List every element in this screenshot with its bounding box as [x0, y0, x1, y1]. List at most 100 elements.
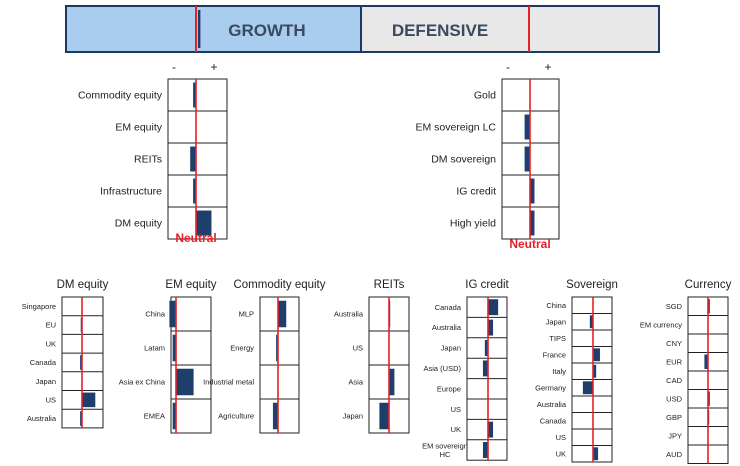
bar-germany	[582, 381, 593, 395]
category-label-canada: Canada	[540, 416, 567, 425]
growth-label: GROWTH	[228, 21, 305, 40]
category-label-us: US	[451, 405, 461, 414]
category-label-australia: Australia	[432, 323, 462, 332]
category-label-latam: Latam	[144, 344, 165, 353]
category-label-uk: UK	[451, 425, 461, 434]
category-label-australia: Australia	[27, 414, 57, 423]
category-label-canada: Canada	[30, 358, 57, 367]
panel-commodity-equity: Commodity equity MLP Energy Industrial meta…	[203, 279, 326, 434]
bar-mlp	[278, 300, 287, 328]
category-label-reits: REITs	[134, 154, 162, 166]
bar-japan	[379, 402, 389, 430]
bar-dm-equity	[196, 210, 212, 236]
scale-minus: -	[506, 60, 510, 74]
panel-em-equity: EM equity China Latam Asia ex China EMEA	[119, 279, 217, 434]
category-label-industrial-metal: Industrial metal	[203, 378, 254, 387]
bar-high-yield	[530, 210, 535, 236]
bar-energy	[276, 334, 278, 362]
bar-agriculture	[272, 402, 278, 430]
panel-frame	[167, 78, 228, 240]
category-label-us: US	[46, 395, 56, 404]
bar-uk	[593, 447, 599, 461]
category-label-us: US	[353, 344, 363, 353]
bar-eur	[704, 354, 708, 369]
category-label-high-yield: High yield	[450, 218, 496, 230]
category-label-singapore: Singapore	[22, 302, 56, 311]
bar-asia-ex-china	[176, 368, 194, 396]
category-label-japan: Japan	[36, 377, 56, 386]
panel-title: DM equity	[57, 279, 109, 291]
bar-china	[169, 300, 176, 328]
neutral-label: Neutral	[509, 237, 550, 251]
category-label-jpy: JPY	[668, 431, 682, 440]
panel-defensive: Gold EM sovereign LC DM sovereign IG credit…	[415, 60, 560, 251]
category-label-japan: Japan	[546, 317, 566, 326]
category-label-energy: Energy	[230, 344, 254, 353]
growth-defensive-banner: GROWTH DEFENSIVE	[65, 5, 660, 53]
neutral-label: Neutral	[175, 231, 216, 245]
bar-em-sovereign-lc	[524, 114, 530, 140]
bar-france	[593, 348, 600, 362]
panel-title: Currency	[685, 279, 732, 291]
category-label-aud: AUD	[666, 450, 682, 459]
category-label-emea: EMEA	[144, 412, 165, 421]
category-label-asia: Asia	[348, 378, 363, 387]
category-label-germany: Germany	[535, 383, 566, 392]
category-label-sgd: SGD	[666, 302, 683, 311]
category-label-dm-sovereign: DM sovereign	[431, 154, 496, 166]
category-label-australia: Australia	[537, 400, 567, 409]
bar-italy	[593, 364, 597, 378]
panel-title: Commodity equity	[233, 279, 325, 291]
tilt-panels: Commodity equity EM equity REITs Infrastruc…	[22, 60, 732, 464]
panel-sovereign: Sovereign China Japan TIPS France Italy German…	[535, 279, 618, 463]
defensive-label: DEFENSIVE	[392, 21, 488, 40]
category-label-mlp: MLP	[239, 310, 254, 319]
bar-canada	[80, 355, 82, 370]
panel-growth: Commodity equity EM equity REITs Infrastruc…	[78, 60, 228, 245]
panel-title: EM equity	[165, 279, 216, 291]
bar-japan	[589, 315, 593, 329]
growth-panel	[65, 5, 362, 53]
growth-tilt-bar	[198, 10, 201, 48]
category-label-commodity-equity: Commodity equity	[78, 90, 163, 102]
bar-ig-credit	[530, 178, 535, 204]
category-label-infrastructure: Infrastructure	[100, 186, 162, 198]
defensive-panel	[360, 5, 660, 53]
bar-latam	[172, 334, 176, 362]
panel-reits: REITs Australia US Asia Japan	[334, 279, 410, 434]
category-label-france: France	[543, 350, 566, 359]
bar-asia	[389, 368, 395, 396]
category-label-em-currency: EM currency	[640, 320, 682, 329]
panel-currency: Currency SGD EM currency CNY EUR CAD USD GBP JPY…	[640, 279, 732, 464]
panel-title: REITs	[374, 279, 405, 291]
category-label-europe: Europe	[437, 384, 461, 393]
bar-canada	[488, 299, 499, 316]
panel-title: IG credit	[465, 279, 509, 291]
bar-australia	[80, 411, 82, 426]
category-label-eur: EUR	[666, 357, 682, 366]
category-label-us: US	[556, 433, 566, 442]
category-label-em-equity: EM equity	[115, 122, 162, 134]
category-label-em-sovereign-lc: EM sovereign LC	[415, 122, 496, 134]
category-label-italy: Italy	[552, 367, 566, 376]
category-label-china: China	[546, 301, 566, 310]
category-label-japan: Japan	[441, 344, 461, 353]
category-label-asia-usd: Asia (USD)	[423, 364, 461, 373]
bar-reits	[190, 146, 196, 172]
bar-usd	[708, 391, 710, 406]
category-label-gbp: GBP	[666, 413, 682, 422]
bar-em-sovereign-hc	[482, 442, 488, 458]
bar-commodity-equity	[193, 82, 196, 108]
bar-emea	[172, 402, 176, 430]
scale-minus: -	[172, 60, 176, 74]
bar-australia	[488, 319, 494, 336]
category-label-dm-equity: DM equity	[115, 218, 163, 230]
scale-plus: +	[210, 60, 217, 74]
category-label-asia-ex-china: Asia ex China	[119, 378, 166, 387]
bar-dm-sovereign	[524, 146, 530, 172]
bar-asia-usd	[482, 360, 488, 377]
category-label-china: China	[145, 310, 165, 319]
category-label-usd: USD	[666, 394, 682, 403]
category-label-gold: Gold	[474, 90, 496, 102]
